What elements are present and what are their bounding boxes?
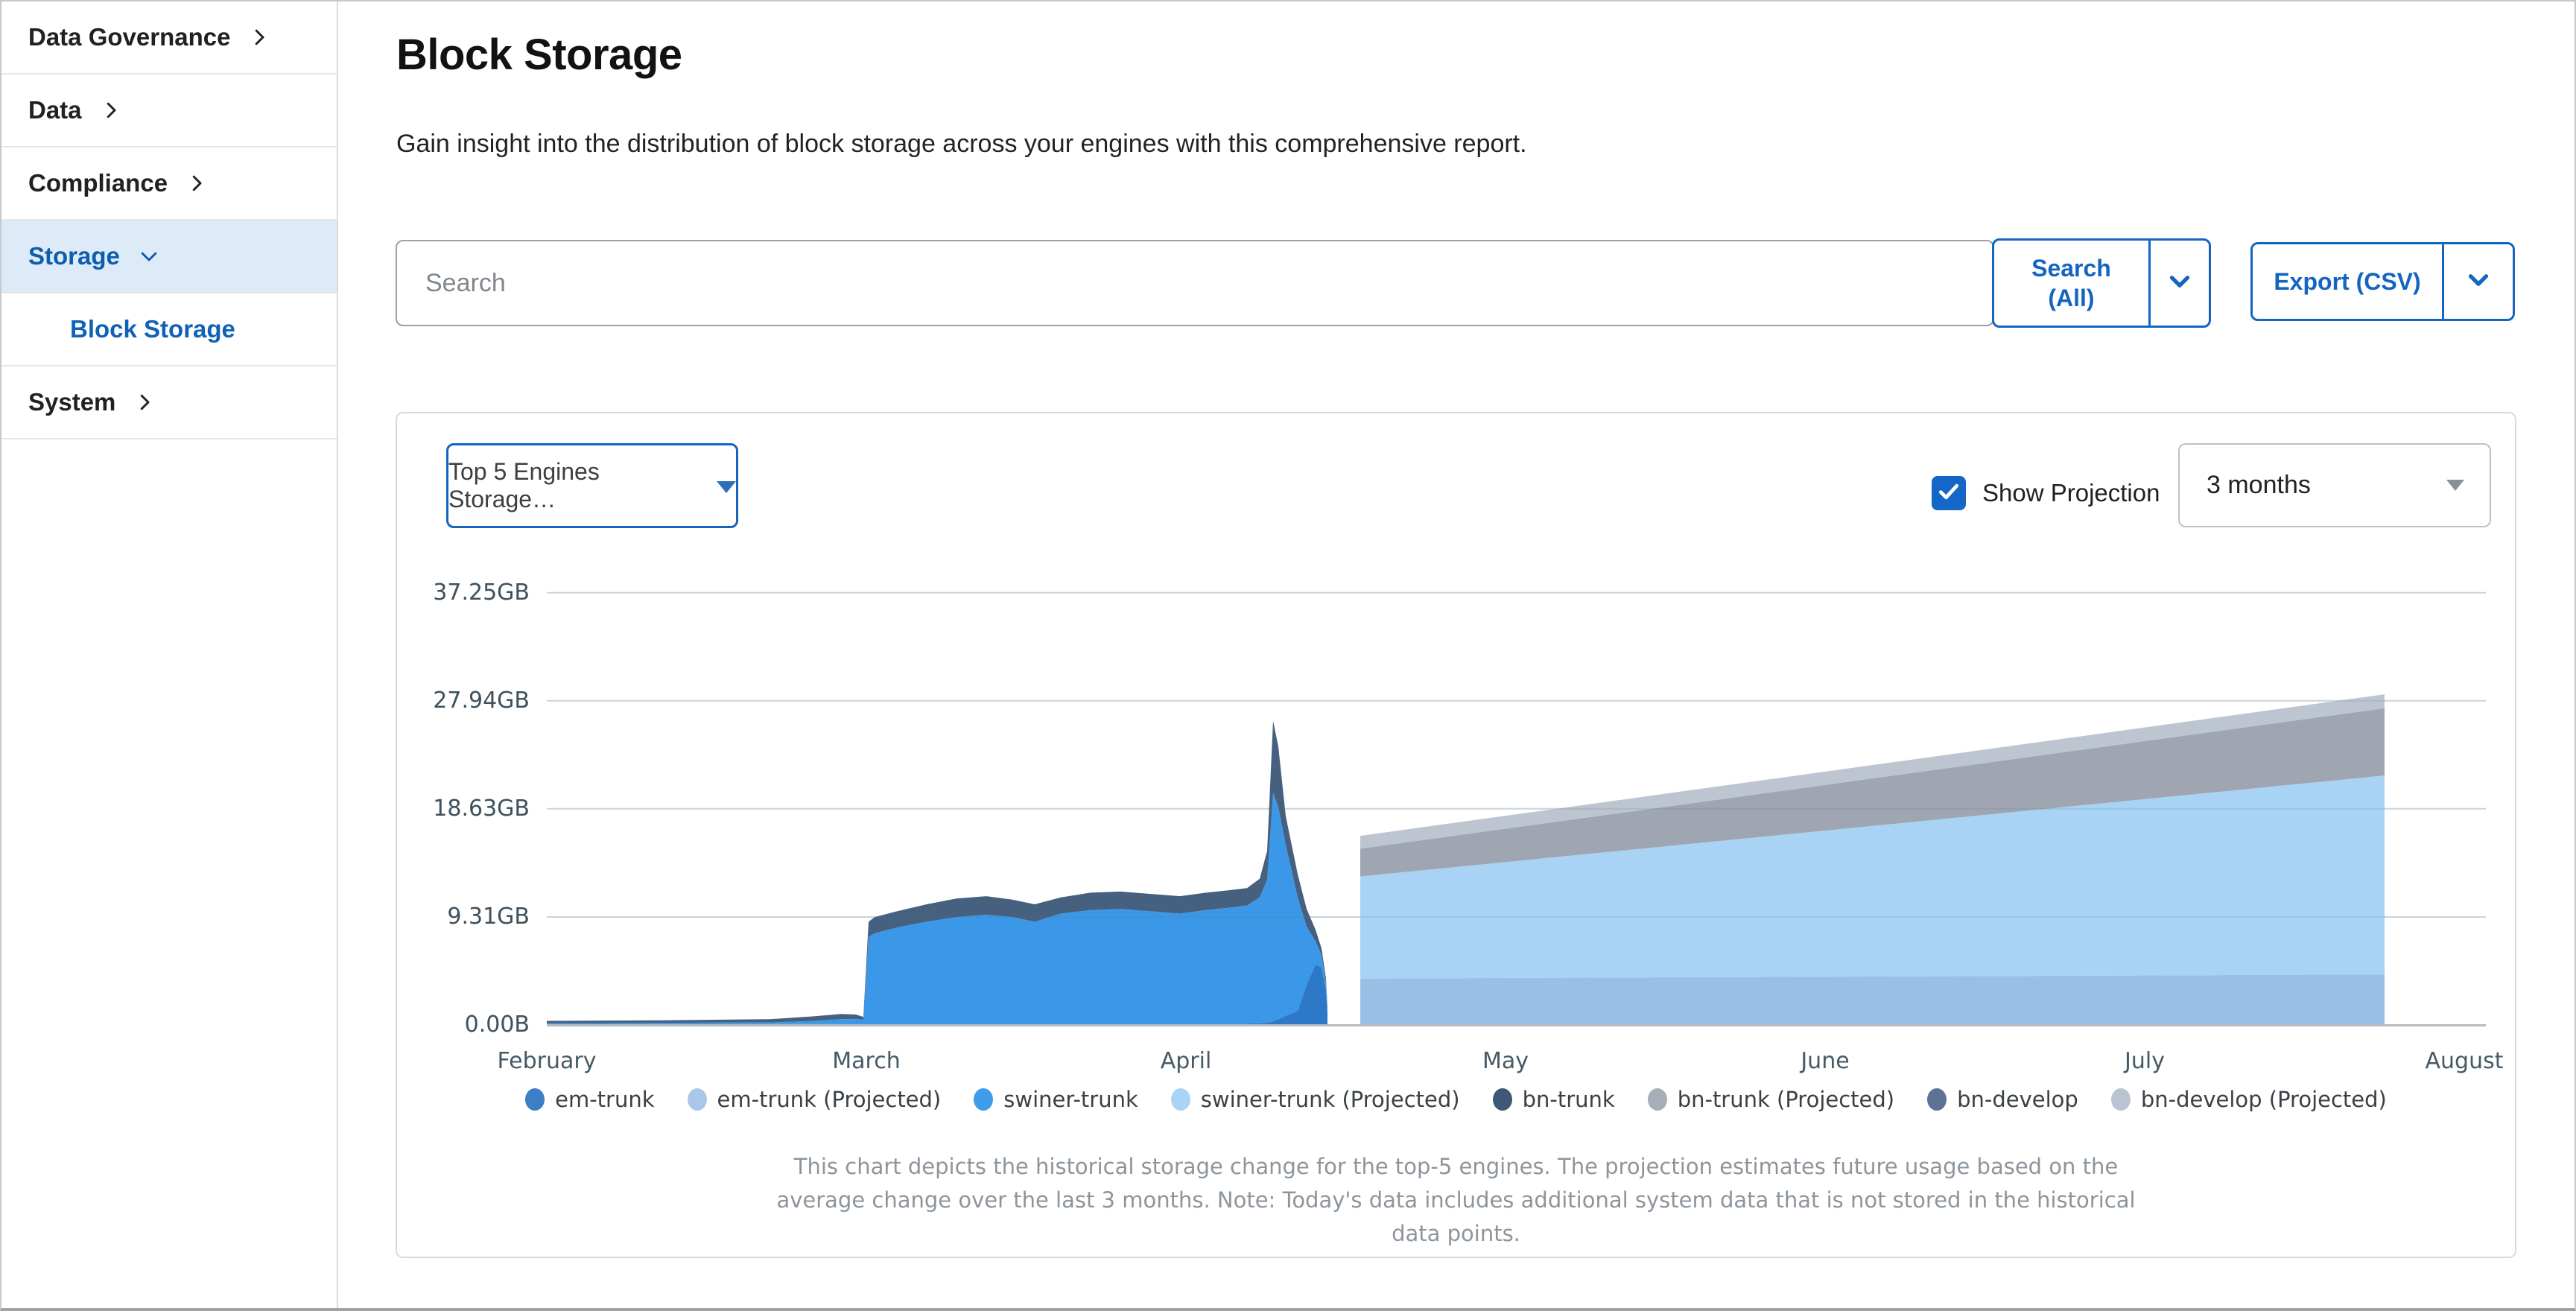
sidebar-item-label: Block Storage (70, 315, 235, 343)
dropdown-triangle-icon (2446, 480, 2464, 491)
legend-item-label: bn-trunk (1522, 1087, 1615, 1112)
y-axis-tick-label: 9.31GB (447, 903, 530, 930)
legend-dot-icon (687, 1088, 707, 1111)
chevron-right-icon (248, 26, 270, 48)
chart-card: Top 5 Engines Storage… Show Projection 3… (396, 412, 2516, 1258)
chevron-right-icon (133, 391, 156, 413)
legend-dot-icon (1647, 1088, 1667, 1111)
sidebar-item-data[interactable]: Data (1, 74, 337, 147)
legend-dot-icon (1170, 1088, 1190, 1111)
legend-item-label: em-trunk (Projected) (717, 1087, 942, 1112)
x-axis-tick-label: June (1801, 1048, 1850, 1074)
area-em-trunk-projected (1360, 974, 2385, 1025)
button-divider (2148, 241, 2151, 326)
legend-item-em-trunk-projected[interactable]: em-trunk (Projected) (687, 1087, 942, 1112)
legend-dot-icon (1927, 1088, 1947, 1111)
page-subtitle: Gain insight into the distribution of bl… (396, 130, 1527, 158)
search-input[interactable] (396, 240, 1994, 326)
show-projection-checkbox[interactable] (1932, 476, 1966, 510)
projection-range-value: 3 months (2207, 471, 2311, 499)
x-axis-tick-label: August (2425, 1048, 2504, 1074)
sidebar-item-system[interactable]: System (1, 366, 337, 439)
chevron-down-icon (2463, 264, 2494, 299)
metric-select[interactable]: Top 5 Engines Storage… (446, 443, 738, 528)
chevron-down-icon (138, 245, 160, 267)
area-bn-trunk-projected (1360, 708, 2385, 877)
export-dropdown-toggle[interactable] (2444, 244, 2513, 319)
export-csv-button-label[interactable]: Export (CSV) (2274, 268, 2421, 295)
checkmark-icon (1936, 479, 1961, 508)
sidebar-item-label: Compliance (28, 169, 168, 197)
sidebar-item-label: System (28, 388, 116, 416)
legend-item-label: swiner-trunk (1003, 1087, 1138, 1112)
sidebar-item-storage[interactable]: Storage (1, 220, 337, 293)
legend-item-bn-develop[interactable]: bn-develop (1927, 1087, 2078, 1112)
legend-dot-icon (2110, 1088, 2131, 1111)
legend-item-em-trunk[interactable]: em-trunk (525, 1087, 655, 1112)
area-swiner-trunk-projected (1360, 775, 2385, 979)
legend-item-label: em-trunk (555, 1087, 655, 1112)
legend-item-label: swiner-trunk (Projected) (1200, 1087, 1460, 1112)
projection-range-select[interactable]: 3 months (2178, 443, 2491, 527)
x-axis-tick-label: March (832, 1048, 901, 1074)
area-swiner-trunk (547, 793, 1327, 1025)
legend-item-label: bn-trunk (Projected) (1677, 1087, 1895, 1112)
sidebar: Data Governance Data Compliance Storage … (1, 1, 338, 1308)
page-title: Block Storage (396, 31, 682, 79)
button-divider (2442, 244, 2444, 319)
area-bn-develop-projected (1360, 694, 2385, 849)
x-axis-tick-label: July (2125, 1048, 2165, 1074)
y-axis-tick-label: 27.94GB (433, 687, 530, 714)
y-axis-tick-label: 18.63GB (433, 795, 530, 822)
chart-svg (547, 591, 2486, 1026)
y-axis-tick-label: 37.25GB (433, 579, 530, 606)
chevron-right-icon (100, 99, 122, 121)
show-projection-label: Show Projection (1982, 479, 2160, 507)
metric-select-value: Top 5 Engines Storage… (448, 458, 600, 512)
legend-dot-icon (974, 1088, 994, 1111)
legend-item-bn-trunk-projected[interactable]: bn-trunk (Projected) (1647, 1087, 1895, 1112)
chart-caption: This chart depicts the historical storag… (396, 1150, 2516, 1251)
dropdown-triangle-icon (717, 481, 736, 493)
x-axis-tick-label: February (497, 1048, 597, 1074)
legend-item-swiner-trunk[interactable]: swiner-trunk (974, 1087, 1138, 1112)
x-axis-tick-label: April (1160, 1048, 1212, 1074)
sidebar-item-label: Data Governance (28, 23, 231, 51)
legend-item-label: bn-develop (1957, 1087, 2078, 1112)
sidebar-item-label: Data (28, 96, 82, 124)
storage-area-chart (547, 577, 2486, 1032)
sidebar-item-label: Storage (28, 242, 120, 270)
legend-item-bn-trunk[interactable]: bn-trunk (1492, 1087, 1615, 1112)
search-all-dropdown-toggle[interactable] (2151, 241, 2209, 326)
search-all-button-label[interactable]: Search (All) (2031, 255, 2111, 311)
search-all-button[interactable]: Search (All) (1992, 238, 2211, 328)
legend-item-label: bn-develop (Projected) (2140, 1087, 2387, 1112)
chevron-down-icon (2164, 266, 2195, 301)
y-axis-tick-label: 0.00B (464, 1012, 530, 1038)
legend-item-bn-develop-projected[interactable]: bn-develop (Projected) (2110, 1087, 2387, 1112)
legend-dot-icon (1492, 1088, 1512, 1111)
sidebar-item-block-storage[interactable]: Block Storage (1, 293, 337, 366)
legend-dot-icon (525, 1088, 545, 1111)
sidebar-item-compliance[interactable]: Compliance (1, 147, 337, 220)
sidebar-item-data-governance[interactable]: Data Governance (1, 1, 337, 74)
x-axis-tick-label: May (1482, 1048, 1529, 1074)
chart-caption-text: This chart depicts the historical storag… (776, 1154, 2136, 1246)
chevron-right-icon (185, 172, 208, 194)
legend-item-swiner-trunk-projected[interactable]: swiner-trunk (Projected) (1170, 1087, 1460, 1112)
export-csv-button[interactable]: Export (CSV) (2250, 242, 2515, 321)
